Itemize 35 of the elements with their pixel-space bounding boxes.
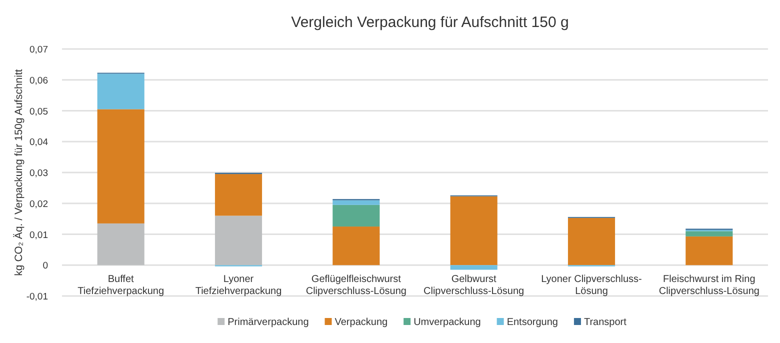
legend-label: Umverpackung (414, 317, 481, 328)
bar (97, 109, 144, 224)
y-tick-label: 0,02 (30, 198, 48, 210)
x-tick-label: Lyoner Tiefziehverpackung (195, 274, 282, 298)
y-tick-label: -0,01 (26, 292, 48, 302)
bar (97, 223, 144, 266)
chart-title: Vergleich Verpackung für Aufschnitt 150 g (291, 14, 569, 31)
bar (332, 226, 380, 266)
bar (568, 218, 616, 266)
y-tick-label: 0,03 (30, 168, 48, 179)
legend-label: Entsorgung (506, 317, 558, 328)
bar (686, 236, 733, 266)
legend-label: Verpackung (334, 317, 388, 328)
y-tick-label: 0,01 (30, 230, 48, 241)
bar (214, 174, 262, 216)
y-tick-label: 0,07 (30, 44, 48, 56)
bar (332, 204, 380, 227)
y-tick-label: 0,05 (30, 106, 48, 118)
x-tick-label: Geflügelfleischwurst Clipverschluss-Lösung (306, 274, 406, 298)
legend-label: Transport (584, 317, 627, 328)
x-tick-label: Lyoner Clipverschluss-Lösung (541, 274, 642, 298)
x-tick-label: Buffet Tiefziehverpackung (78, 274, 164, 298)
legend-label: Primärverpackung (228, 317, 309, 328)
bar (686, 231, 733, 236)
y-tick-label: 0,06 (30, 75, 48, 86)
bar (450, 196, 498, 266)
y-tick-label: 0,04 (30, 137, 48, 148)
bar (332, 200, 380, 205)
bar (450, 265, 498, 270)
x-tick-label: Fleischwurst im Ring Clipverschluss-Lösung (658, 274, 760, 298)
bar (97, 74, 144, 110)
bar (214, 216, 262, 266)
y-tick-label: 0 (42, 260, 48, 272)
x-tick-label: Gelbwurst Clipverschluss-Lösung (424, 274, 524, 298)
y-axis-title: kg CO₂ Äq. / Verpackung für 150g Aufschnitt (13, 69, 25, 276)
